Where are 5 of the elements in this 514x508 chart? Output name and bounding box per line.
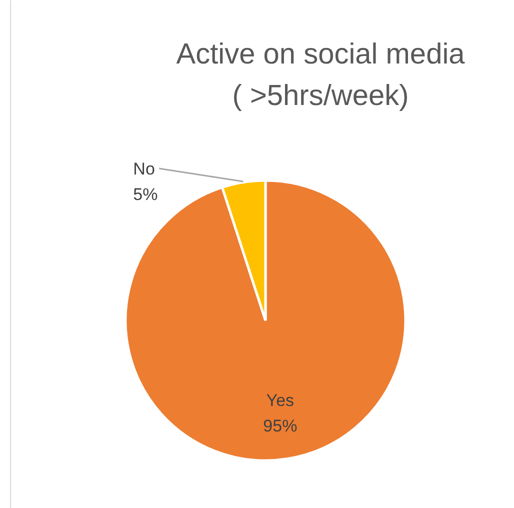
slice-label: Yes bbox=[266, 390, 294, 410]
chart-title: Active on social media ( >5hrs/week) bbox=[176, 38, 466, 112]
slice-label: No bbox=[133, 159, 155, 178]
data-label: 95% bbox=[263, 416, 298, 436]
data-label: 5% bbox=[133, 185, 158, 204]
